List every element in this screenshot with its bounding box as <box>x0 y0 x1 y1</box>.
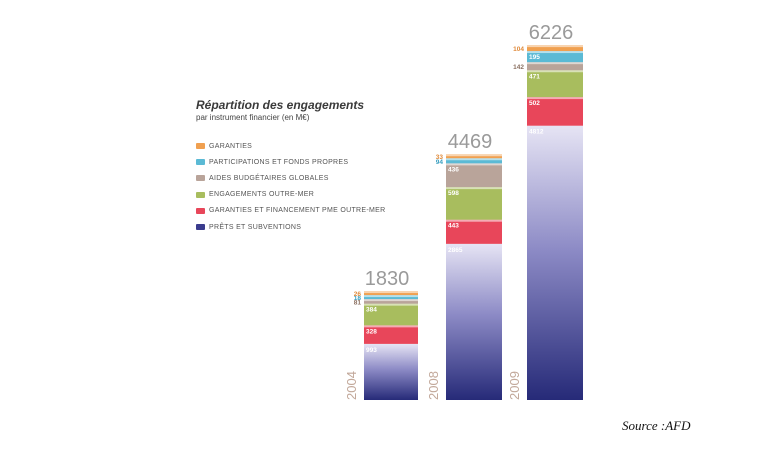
bar-segment <box>527 45 583 52</box>
bar-segment <box>527 62 583 71</box>
data-label: 384 <box>366 307 377 314</box>
segment-highlight <box>364 325 418 328</box>
chart-title-block: Répartition des engagements par instrume… <box>196 98 364 122</box>
bar-segment <box>364 343 418 400</box>
legend-swatch <box>196 191 205 198</box>
legend-swatch <box>196 143 205 150</box>
data-label: 443 <box>448 223 459 230</box>
data-label: 142 <box>513 64 524 71</box>
legend-swatch <box>196 224 205 231</box>
segment-highlight <box>446 219 502 222</box>
bar-segment <box>364 325 418 344</box>
data-label: 471 <box>529 73 540 80</box>
segment-highlight <box>446 158 502 161</box>
legend-item-engagements: ENGAGEMENTS OUTRE-MER <box>196 187 385 203</box>
segment-highlight <box>446 163 502 166</box>
bar-segment <box>364 303 418 326</box>
bar-segment <box>364 299 418 304</box>
legend-swatch <box>196 175 205 182</box>
bar-segment <box>446 187 502 220</box>
bar-segment <box>527 125 583 400</box>
segment-highlight <box>527 62 583 65</box>
bar-segment <box>446 158 502 164</box>
year-label: 2008 <box>426 371 441 400</box>
data-label: 598 <box>448 190 459 197</box>
data-label: 94 <box>436 159 444 166</box>
segment-highlight <box>364 291 418 294</box>
legend-swatch <box>196 207 205 214</box>
data-label: 502 <box>529 100 540 107</box>
legend-swatch <box>196 159 205 166</box>
data-label: 81 <box>354 299 362 306</box>
data-label: 4812 <box>529 129 544 136</box>
data-label: 195 <box>529 54 540 61</box>
legend-label: ENGAGEMENTS OUTRE-MER <box>209 191 315 199</box>
chart-subtitle: par instrument financier (en M€) <box>196 113 310 122</box>
bar-segment <box>527 70 583 98</box>
year-label: 2009 <box>507 371 522 400</box>
legend-item-prets: PRÊTS ET SUBVENTIONS <box>196 219 385 235</box>
bar-segment <box>527 97 583 126</box>
legend-label: GARANTIES ET FINANCEMENT PME OUTRE-MER <box>209 207 386 215</box>
segment-highlight <box>527 97 583 100</box>
legend-item-garanties: GARANTIES <box>196 138 385 154</box>
segment-highlight <box>364 295 418 298</box>
segment-highlight <box>527 45 583 48</box>
data-label: 26 <box>354 291 362 298</box>
segment-highlight <box>446 154 502 157</box>
total-label: 6226 <box>529 22 574 44</box>
legend-item-garanties-pme: GARANTIES ET FINANCEMENT PME OUTRE-MER <box>196 203 385 219</box>
bar-segment <box>446 243 502 400</box>
legend-item-aides: AIDES BUDGÉTAIRES GLOBALES <box>196 170 385 186</box>
data-label: 33 <box>436 154 444 161</box>
segment-highlight <box>527 70 583 73</box>
data-label: 2865 <box>448 247 463 254</box>
source-note: Source :AFD <box>622 418 691 433</box>
segment-highlight <box>446 187 502 190</box>
data-label: 104 <box>513 46 524 53</box>
legend-label: PARTICIPATIONS ET FONDS PROPRES <box>209 158 349 166</box>
segment-highlight <box>364 303 418 306</box>
legend-label: PRÊTS ET SUBVENTIONS <box>209 223 302 231</box>
legend-label: AIDES BUDGÉTAIRES GLOBALES <box>209 174 329 182</box>
data-label: 18 <box>354 295 362 302</box>
segment-highlight <box>527 51 583 54</box>
legend: GARANTIES PARTICIPATIONS ET FONDS PROPRE… <box>196 138 385 235</box>
segment-highlight <box>364 299 418 302</box>
bar-segment <box>527 51 583 63</box>
bar-segment <box>446 163 502 188</box>
chart-title: Répartition des engagements <box>196 98 365 112</box>
data-label: 993 <box>366 347 377 354</box>
legend-label: GARANTIES <box>209 142 253 150</box>
total-label: 1830 <box>365 268 410 290</box>
bar-segment <box>446 219 502 244</box>
total-label: 4469 <box>448 131 493 153</box>
year-label: 2004 <box>344 371 359 400</box>
data-label: 436 <box>448 166 459 173</box>
data-label: 328 <box>366 328 377 335</box>
legend-item-participations: PARTICIPATIONS ET FONDS PROPRES <box>196 154 385 170</box>
